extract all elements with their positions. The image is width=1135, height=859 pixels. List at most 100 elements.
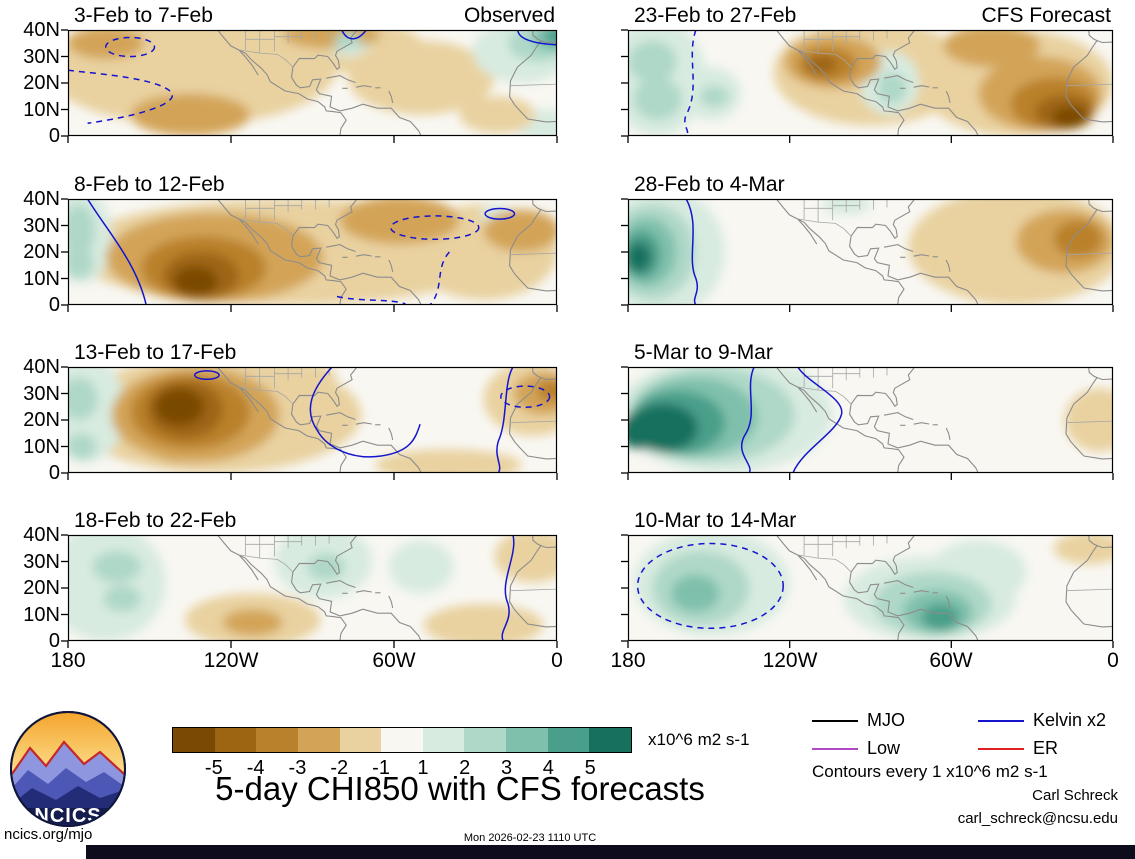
map-panel: 8-Feb to 12-Feb 40N 30N 20N 10N 0: [23, 173, 558, 316]
lat-tick-label: 10N: [23, 436, 60, 458]
lat-tick-label: 20N: [23, 72, 60, 94]
map-panel: 13-Feb to 17-Feb 40N 30N 20N 10N 0: [23, 341, 558, 484]
map-plot: [61, 29, 558, 143]
logo-red-ridgeline: [12, 740, 124, 775]
legend-label: ER: [1033, 738, 1059, 758]
panel-title: 28-Feb to 4-Mar: [634, 173, 785, 196]
map-panel: 10-Mar to 14-Mar 180 120W 60W 0: [610, 509, 1118, 672]
map-plot: [621, 534, 1114, 648]
colorbar-tick-label: 2: [459, 757, 471, 779]
map-plot: [621, 29, 1114, 143]
map-panel: 5-Mar to 9-Mar: [621, 341, 1114, 480]
logo-text: NCICS: [34, 805, 101, 827]
site-url: ncics.org/mjo: [4, 826, 93, 843]
map-panel: 18-Feb to 22-Feb 40N 30N 20N 10N 0 180 120W 60W 0: [23, 509, 563, 672]
colorbar-segment: [381, 728, 423, 752]
figure-title: 5-day CHI850 with CFS forecasts: [215, 770, 705, 807]
panel-title: 8-Feb to 12-Feb: [74, 173, 225, 196]
lat-tick-label: 0: [48, 462, 60, 484]
colorbar-tick-label: 5: [584, 757, 596, 779]
lat-tick-label: 30N: [23, 215, 60, 237]
colorbar-tick-label: 3: [500, 757, 513, 779]
lat-tick-label: 40N: [23, 356, 60, 378]
lat-tick-label: 40N: [23, 19, 60, 41]
lon-tick-label: 0: [1107, 649, 1119, 672]
lon-tick-label: 180: [610, 649, 646, 672]
panel-title: 23-Feb to 27-Feb: [634, 4, 797, 27]
lat-tick-label: 20N: [23, 577, 60, 599]
lat-tick-label: 30N: [23, 551, 60, 573]
colorbar-segment: [173, 728, 215, 752]
map-plot: [621, 198, 1114, 312]
colorbar-segment: [589, 728, 632, 752]
ncics-logo: NCICS: [10, 711, 126, 827]
lat-tick-label: 40N: [23, 524, 60, 546]
author-email: carl_schreck@ncsu.edu: [957, 810, 1118, 827]
colorbar-segment: [506, 728, 548, 752]
legend-line: [978, 719, 1024, 722]
colorbar-units-label: x10^6 m2 s-1: [648, 730, 750, 749]
lon-tick-label: 60W: [929, 649, 973, 672]
colorbar-tick-label: -2: [330, 757, 349, 779]
legend-label: MJO: [867, 710, 905, 730]
lat-tick-label: 40N: [23, 188, 60, 210]
legend-item-mjo: MJO: [812, 710, 905, 731]
legend-item-kelvin-x2: Kelvin x2: [978, 710, 1106, 731]
colorbar-segment: [547, 728, 590, 752]
wave-legend: MJO Kelvin x2 Low ER: [800, 702, 1135, 764]
lat-tick-label: 20N: [23, 409, 60, 431]
legend-line: [978, 747, 1024, 750]
colorbar-segment: [214, 728, 257, 752]
legend-line: [812, 719, 858, 722]
colorbar-segment: [464, 728, 507, 752]
lon-tick-label: 180: [50, 649, 86, 672]
legend-line: [812, 747, 858, 750]
lon-tick-label: 0: [551, 649, 563, 672]
lat-tick-label: 0: [48, 630, 60, 652]
panel-title: 5-Mar to 9-Mar: [634, 341, 773, 364]
panel-title: 3-Feb to 7-Feb: [74, 4, 213, 27]
legend-item-low: Low: [812, 738, 900, 759]
legend-item-er: ER: [978, 738, 1058, 759]
colorbar-segment: [422, 728, 465, 752]
colorbar-tick-label: -1: [372, 757, 390, 779]
column-header-observed: Observed: [463, 4, 555, 27]
lon-tick-label: 60W: [372, 649, 416, 672]
map-plot: [61, 366, 558, 480]
lon-tick-label: 120W: [203, 649, 259, 672]
lat-tick-label: 10N: [23, 268, 60, 290]
colorbar-tick-label: 4: [542, 757, 554, 779]
map-plot: [61, 534, 558, 648]
lat-tick-label: 30N: [23, 383, 60, 405]
colorbar-tick-label: -3: [288, 757, 307, 779]
colorbar-tick-label: -4: [246, 757, 265, 779]
bottom-bar: [86, 845, 1135, 859]
map-plot: [621, 366, 1114, 480]
legend-label: Kelvin x2: [1033, 710, 1107, 730]
colorbar-segment: [256, 728, 298, 752]
generation-timestamp: Mon 2026-02-23 1110 UTC: [463, 832, 597, 844]
lat-tick-label: 0: [48, 125, 60, 147]
lat-tick-label: 30N: [23, 46, 60, 68]
colorbar-segment: [339, 728, 382, 752]
lat-tick-label: 0: [48, 294, 60, 316]
map-panel: 23-Feb to 27-Feb CFS Forecast: [621, 4, 1114, 143]
lon-tick-label: 120W: [762, 649, 818, 672]
colorbar-segment: [297, 728, 340, 752]
panel-title: 13-Feb to 17-Feb: [74, 341, 237, 364]
lat-tick-label: 20N: [23, 241, 60, 263]
colorbar-tick-label: -5: [204, 757, 223, 779]
lat-tick-label: 10N: [23, 604, 60, 626]
colorbar-wrap: -5 -4 -3 -2 -1 1 2 3 4 5 x10^6 m2 s-1: [172, 727, 750, 779]
legend-label: Low: [867, 738, 901, 758]
panel-title: 10-Mar to 14-Mar: [634, 509, 797, 532]
map-panel: 28-Feb to 4-Mar: [621, 173, 1114, 312]
author-credit: Carl Schreck: [1032, 787, 1118, 804]
colorbar: [172, 727, 632, 753]
colorbar-tick-label: 1: [417, 757, 429, 779]
column-header-forecast: CFS Forecast: [981, 4, 1111, 27]
map-panel: 3-Feb to 7-Feb Observed 40N 30N 20N 10N 0: [23, 4, 558, 147]
map-plot: [61, 198, 558, 312]
lat-tick-label: 10N: [23, 99, 60, 121]
logo-ring: [10, 711, 126, 827]
